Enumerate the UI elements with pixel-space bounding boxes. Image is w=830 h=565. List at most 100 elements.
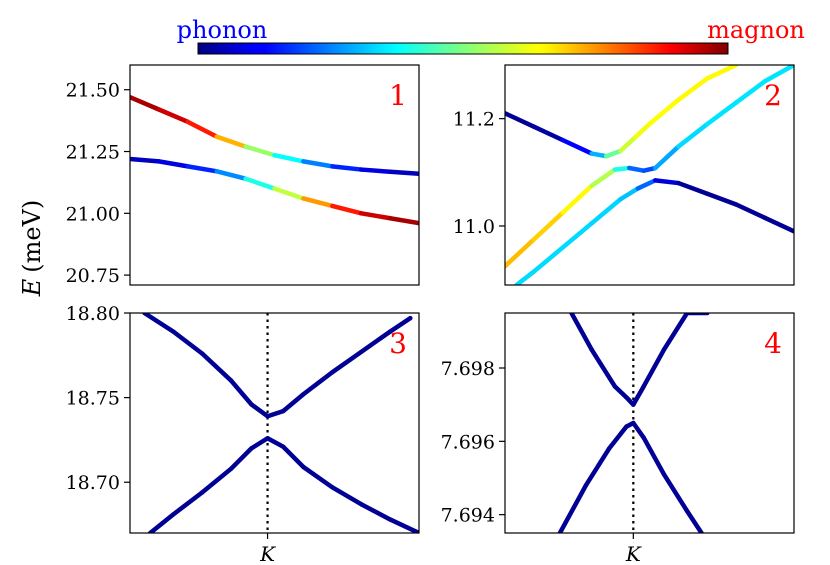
band-segment [330, 485, 364, 507]
band-segment [589, 347, 618, 389]
band-segment [589, 151, 609, 159]
band-segment [358, 329, 393, 355]
band-2 [505, 65, 794, 269]
y-tick-label: 7.694 [441, 505, 495, 527]
band-segment [265, 435, 286, 449]
colorbar-left-label: phonon [177, 16, 268, 44]
band-segment [272, 152, 306, 164]
band-segment [635, 178, 658, 191]
panel-1: 20.75 21.00 21.25 21.50 1 [66, 64, 420, 287]
band-segment [531, 210, 566, 242]
band-segment [583, 446, 612, 488]
band-segment [641, 347, 667, 389]
band-segment [705, 191, 739, 207]
y-tick-label: 21.25 [66, 142, 120, 164]
x-tick-label: K [625, 542, 642, 565]
band-segment [156, 159, 191, 169]
band-segment [301, 369, 335, 397]
band-2 [147, 435, 419, 533]
band-1 [505, 65, 739, 159]
band-segment [243, 176, 277, 191]
band-segment [387, 315, 413, 334]
band-segment [676, 121, 710, 149]
band-segment [653, 144, 681, 171]
plot-area [130, 94, 419, 226]
band-segment [589, 196, 623, 226]
band-segment [387, 169, 419, 177]
band-segment [387, 216, 419, 226]
band-segment [330, 349, 364, 375]
axes-frame [129, 312, 420, 534]
panels: 20.75 21.00 21.25 21.50 1 11.0 11.2 2 18.70 18.75… [66, 64, 795, 565]
band-segment [301, 464, 335, 490]
plot-area [557, 313, 710, 533]
band-segment [142, 313, 176, 334]
band-segment [531, 245, 566, 274]
band-segment [228, 378, 254, 407]
band-segment [632, 121, 652, 140]
band-segment [684, 508, 704, 533]
band-segment [676, 180, 710, 197]
band-segment [612, 165, 632, 172]
band-segment [249, 435, 270, 451]
band-segment [301, 196, 335, 209]
band-segment [705, 65, 739, 81]
plot-area [142, 313, 419, 533]
band-segment [631, 384, 646, 407]
y-tick-label: 20.75 [66, 265, 120, 287]
band-segment [387, 517, 419, 533]
band-1 [569, 313, 710, 407]
axes-frame [129, 64, 420, 286]
band-2 [557, 420, 704, 533]
band-segment [705, 100, 739, 127]
band-segment [531, 124, 566, 143]
y-tick-label: 11.2 [453, 109, 495, 131]
y-tick-label: 21.00 [66, 203, 120, 225]
band-segment [200, 466, 234, 495]
band-segment [557, 483, 589, 533]
band-1 [130, 94, 419, 177]
panel-number: 1 [389, 79, 407, 112]
colorbar-gradient [197, 42, 729, 55]
y-axis-unit: (meV) [18, 200, 46, 273]
band-segment [249, 402, 270, 419]
y-tick-label: 7.696 [441, 431, 495, 453]
band-segment [627, 165, 646, 173]
band-segment [606, 424, 629, 451]
x-tick-label: K [259, 542, 276, 565]
band-segment [733, 202, 768, 221]
y-tick-label: 18.80 [66, 303, 120, 325]
axes-frame [504, 312, 795, 534]
panel-4: 7.694 7.696 7.698 K 4 [441, 312, 795, 565]
band-segment [641, 435, 667, 477]
y-tick-label: 21.50 [66, 80, 120, 102]
band-segment [661, 472, 690, 514]
axes-frame [504, 64, 795, 286]
band-segment [560, 221, 594, 250]
band-segment [301, 159, 335, 169]
band-segment [631, 420, 646, 440]
band-segment [171, 329, 205, 356]
plot-area [505, 65, 794, 285]
band-segment [156, 107, 191, 125]
band-segment [171, 490, 205, 517]
band-segment [280, 444, 306, 470]
band-segment [653, 178, 681, 186]
y-tick-label: 18.75 [66, 388, 120, 410]
band-segment [676, 76, 710, 103]
band-segment [603, 148, 623, 159]
band-segment [762, 215, 794, 234]
band-segment [358, 211, 393, 221]
band-segment [618, 135, 638, 154]
y-axis-title: E (meV) [18, 200, 46, 298]
band-segment [505, 111, 537, 129]
panel-number: 3 [389, 327, 407, 360]
band-segment [514, 269, 537, 285]
band-segment [358, 501, 393, 522]
band-segment [330, 203, 364, 216]
band-1 [142, 313, 413, 419]
band-segment [569, 313, 594, 352]
band-segment [272, 186, 306, 201]
colorbar: phonon magnon [177, 16, 805, 55]
